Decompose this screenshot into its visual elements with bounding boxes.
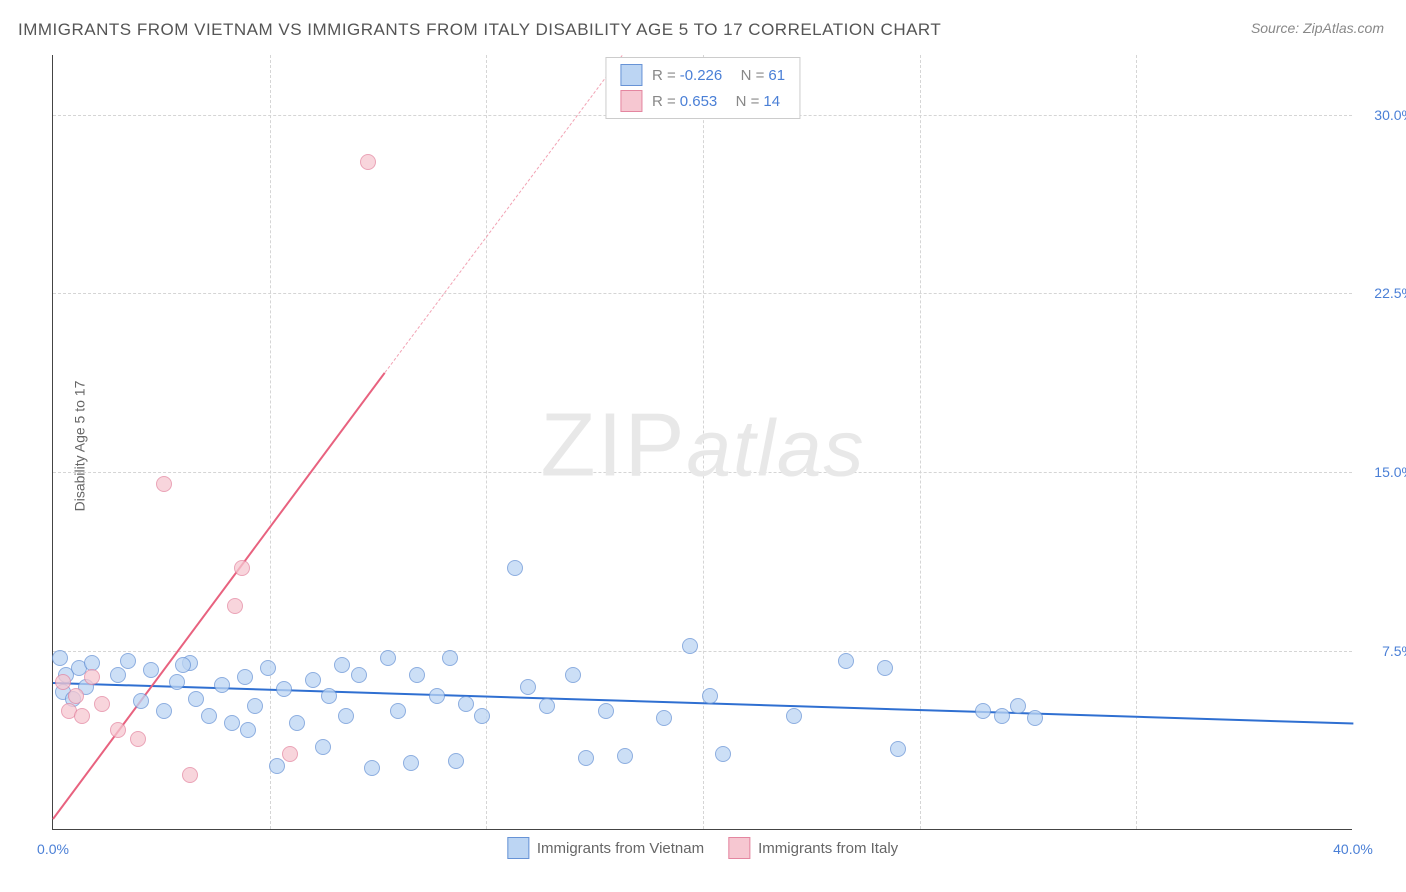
data-point	[237, 669, 253, 685]
data-point	[260, 660, 276, 676]
data-point	[682, 638, 698, 654]
data-point	[360, 154, 376, 170]
data-point	[448, 753, 464, 769]
swatch-italy	[620, 90, 642, 112]
data-point	[55, 674, 71, 690]
y-tick-label: 22.5%	[1359, 285, 1406, 301]
legend-label: Immigrants from Italy	[758, 840, 898, 857]
data-point	[351, 667, 367, 683]
r-stat: R =0.653	[652, 93, 717, 110]
data-point	[578, 750, 594, 766]
data-point	[130, 731, 146, 747]
data-point	[1027, 710, 1043, 726]
data-point	[442, 650, 458, 666]
data-point	[52, 650, 68, 666]
data-point	[877, 660, 893, 676]
data-point	[169, 674, 185, 690]
n-stat: N =61	[732, 67, 785, 84]
y-tick-label: 7.5%	[1359, 643, 1406, 659]
data-point	[598, 703, 614, 719]
legend-row-italy: R =0.653 N =14	[620, 88, 785, 114]
x-tick-label: 0.0%	[37, 841, 69, 857]
data-point	[182, 767, 198, 783]
data-point	[520, 679, 536, 695]
data-point	[380, 650, 396, 666]
r-stat: R =-0.226	[652, 67, 722, 84]
data-point	[1010, 698, 1026, 714]
swatch-italy	[728, 837, 750, 859]
data-point	[507, 560, 523, 576]
data-point	[338, 708, 354, 724]
data-point	[403, 755, 419, 771]
correlation-legend: R =-0.226 N =61 R =0.653 N =14	[605, 57, 800, 119]
data-point	[838, 653, 854, 669]
x-tick-label: 40.0%	[1333, 841, 1373, 857]
data-point	[276, 681, 292, 697]
trend-line	[384, 55, 622, 373]
legend-item-italy: Immigrants from Italy	[728, 837, 898, 859]
source-attribution: Source: ZipAtlas.com	[1251, 20, 1384, 36]
data-point	[617, 748, 633, 764]
data-point	[201, 708, 217, 724]
data-point	[994, 708, 1010, 724]
data-point	[240, 722, 256, 738]
gridline	[270, 55, 271, 829]
n-stat: N =14	[727, 93, 780, 110]
data-point	[110, 667, 126, 683]
data-point	[474, 708, 490, 724]
data-point	[74, 708, 90, 724]
data-point	[214, 677, 230, 693]
data-point	[289, 715, 305, 731]
data-point	[282, 746, 298, 762]
data-point	[786, 708, 802, 724]
data-point	[120, 653, 136, 669]
data-point	[975, 703, 991, 719]
data-point	[409, 667, 425, 683]
y-tick-label: 15.0%	[1359, 464, 1406, 480]
legend-item-vietnam: Immigrants from Vietnam	[507, 837, 704, 859]
data-point	[315, 739, 331, 755]
data-point	[110, 722, 126, 738]
gridline	[703, 55, 704, 829]
data-point	[156, 476, 172, 492]
swatch-vietnam	[620, 64, 642, 86]
legend-row-vietnam: R =-0.226 N =61	[620, 62, 785, 88]
data-point	[234, 560, 250, 576]
data-point	[458, 696, 474, 712]
data-point	[890, 741, 906, 757]
data-point	[188, 691, 204, 707]
legend-label: Immigrants from Vietnam	[537, 840, 704, 857]
plot-area: R =-0.226 N =61 R =0.653 N =14 Immigrant…	[52, 55, 1352, 830]
data-point	[94, 696, 110, 712]
data-point	[247, 698, 263, 714]
data-point	[364, 760, 380, 776]
data-point	[175, 657, 191, 673]
data-point	[143, 662, 159, 678]
chart-title: IMMIGRANTS FROM VIETNAM VS IMMIGRANTS FR…	[18, 20, 941, 40]
data-point	[321, 688, 337, 704]
trend-line	[52, 373, 385, 820]
gridline	[920, 55, 921, 829]
y-tick-label: 30.0%	[1359, 107, 1406, 123]
data-point	[334, 657, 350, 673]
data-point	[429, 688, 445, 704]
data-point	[133, 693, 149, 709]
data-point	[715, 746, 731, 762]
data-point	[68, 688, 84, 704]
data-point	[84, 669, 100, 685]
data-point	[305, 672, 321, 688]
gridline	[1136, 55, 1137, 829]
data-point	[227, 598, 243, 614]
data-point	[565, 667, 581, 683]
data-point	[539, 698, 555, 714]
data-point	[156, 703, 172, 719]
swatch-vietnam	[507, 837, 529, 859]
series-legend: Immigrants from Vietnam Immigrants from …	[507, 837, 898, 859]
data-point	[390, 703, 406, 719]
data-point	[656, 710, 672, 726]
data-point	[269, 758, 285, 774]
data-point	[702, 688, 718, 704]
data-point	[224, 715, 240, 731]
